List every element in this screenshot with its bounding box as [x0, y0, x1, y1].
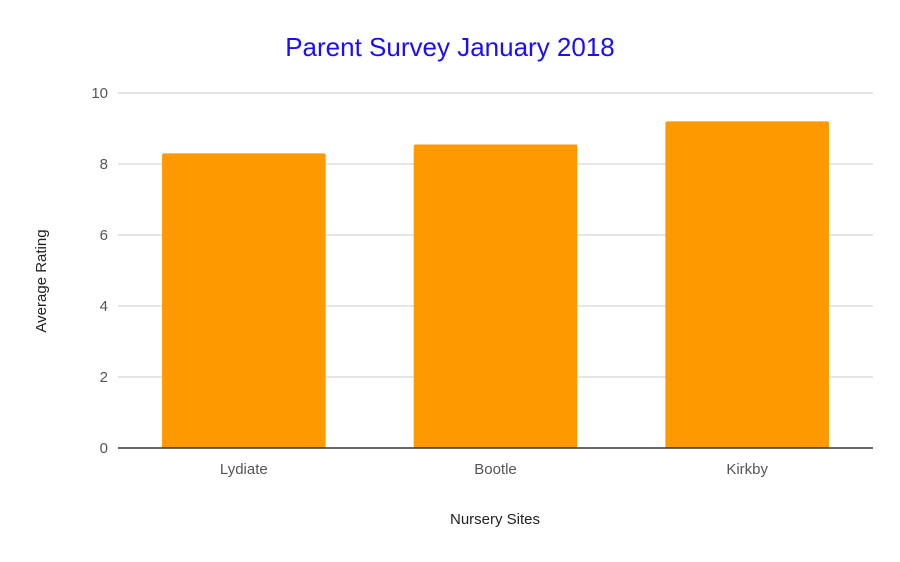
bar-kirkby: [665, 121, 829, 449]
y-tick-label: 2: [100, 369, 108, 386]
chart-title: Parent Survey January 2018: [285, 32, 615, 62]
y-axis-ticks: 0 2 4 6 8 10: [91, 85, 108, 457]
x-axis-label: Nursery Sites: [450, 511, 540, 528]
bars: [162, 121, 829, 449]
y-tick-label: 4: [100, 298, 108, 315]
x-axis-ticks: Lydiate Bootle Kirkby: [220, 461, 769, 478]
x-tick-label-lydiate: Lydiate: [220, 461, 268, 478]
y-axis-label: Average Rating: [33, 229, 50, 332]
y-tick-label: 0: [100, 440, 108, 457]
bar-bootle: [413, 144, 578, 448]
x-tick-label-bootle: Bootle: [474, 461, 517, 478]
y-tick-label: 8: [100, 156, 108, 173]
y-tick-label: 10: [91, 85, 108, 102]
y-tick-label: 6: [100, 227, 108, 244]
bar-lydiate: [162, 153, 326, 448]
x-tick-label-kirkby: Kirkby: [726, 461, 768, 478]
